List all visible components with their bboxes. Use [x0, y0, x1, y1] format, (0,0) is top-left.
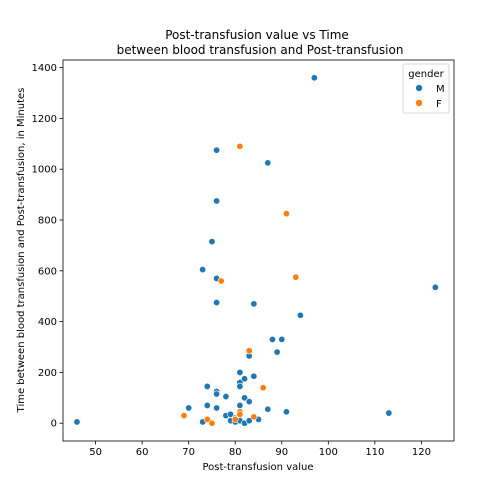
- data-point-m: [213, 390, 221, 398]
- data-point-f: [217, 277, 225, 285]
- y-tick-label: 0: [51, 419, 57, 430]
- legend-label-f: F: [436, 99, 442, 110]
- y-tick-label: 1200: [32, 114, 57, 125]
- y-tick-label: 1000: [32, 165, 57, 176]
- data-point-m: [203, 382, 211, 390]
- data-point-m: [222, 393, 230, 401]
- x-tick-label: 120: [412, 447, 431, 458]
- x-axis-label: Post-transfusion value: [202, 462, 313, 473]
- y-tick-label: 1400: [32, 63, 57, 74]
- legend-marker-f: [415, 99, 423, 107]
- data-point-m: [208, 238, 216, 246]
- legend-box: [402, 63, 450, 114]
- chart-title-line1: Post-transfusion value vs Time: [165, 28, 349, 42]
- data-point-m: [241, 375, 249, 383]
- x-tick-label: 100: [319, 447, 338, 458]
- data-point-f: [236, 142, 244, 150]
- data-point-m: [245, 398, 253, 406]
- data-point-m: [385, 409, 393, 417]
- data-point-f: [203, 415, 211, 423]
- data-point-m: [431, 283, 439, 291]
- x-tick-label: 70: [182, 447, 195, 458]
- data-point-m: [236, 368, 244, 376]
- data-point-m: [185, 404, 193, 412]
- data-point-m: [245, 417, 253, 425]
- data-point-f: [259, 384, 267, 392]
- data-point-f: [245, 347, 253, 355]
- y-axis-ticks: 0 200 400 600 800 1000 1200 1400: [32, 63, 63, 430]
- data-point-f: [250, 413, 258, 421]
- data-point-m: [213, 146, 221, 154]
- y-axis-label: Time between blood transfusion and Post-…: [16, 88, 27, 414]
- data-point-m: [236, 382, 244, 390]
- x-tick-label: 60: [136, 447, 149, 458]
- data-point-m: [264, 405, 272, 413]
- plot-area: [62, 59, 455, 442]
- data-point-m: [268, 335, 276, 343]
- data-point-f: [231, 415, 239, 423]
- data-points: [73, 74, 439, 427]
- chart-title-line2: between blood transfusion and Post-trans…: [117, 43, 404, 57]
- data-point-m: [273, 348, 281, 356]
- data-point-m: [73, 418, 81, 426]
- x-tick-label: 50: [89, 447, 102, 458]
- data-point-m: [236, 401, 244, 409]
- legend-title: gender: [408, 69, 444, 80]
- x-tick-label: 110: [365, 447, 384, 458]
- data-point-f: [282, 210, 290, 218]
- data-point-m: [264, 159, 272, 167]
- y-tick-label: 600: [38, 266, 57, 277]
- data-point-m: [296, 311, 304, 319]
- legend-label-m: M: [436, 84, 445, 95]
- data-point-m: [213, 197, 221, 205]
- legend-marker-m: [415, 84, 423, 92]
- y-tick-label: 200: [38, 368, 57, 379]
- data-point-m: [250, 372, 258, 380]
- y-tick-label: 800: [38, 216, 57, 227]
- data-point-f: [180, 412, 188, 420]
- data-point-f: [236, 410, 244, 418]
- data-point-m: [282, 408, 290, 416]
- data-point-m: [241, 394, 249, 402]
- data-point-m: [213, 404, 221, 412]
- data-point-m: [250, 300, 258, 308]
- data-point-m: [213, 299, 221, 307]
- x-tick-label: 80: [229, 447, 242, 458]
- data-point-m: [199, 266, 207, 274]
- data-point-m: [310, 74, 318, 82]
- data-point-m: [278, 335, 286, 343]
- data-point-m: [203, 401, 211, 409]
- x-axis-ticks: 50 60 70 80 90 100 110 120: [89, 441, 431, 458]
- x-tick-label: 90: [275, 447, 288, 458]
- y-tick-label: 400: [38, 317, 57, 328]
- data-point-f: [208, 419, 216, 427]
- legend: gender M F: [402, 63, 450, 114]
- data-point-f: [292, 273, 300, 281]
